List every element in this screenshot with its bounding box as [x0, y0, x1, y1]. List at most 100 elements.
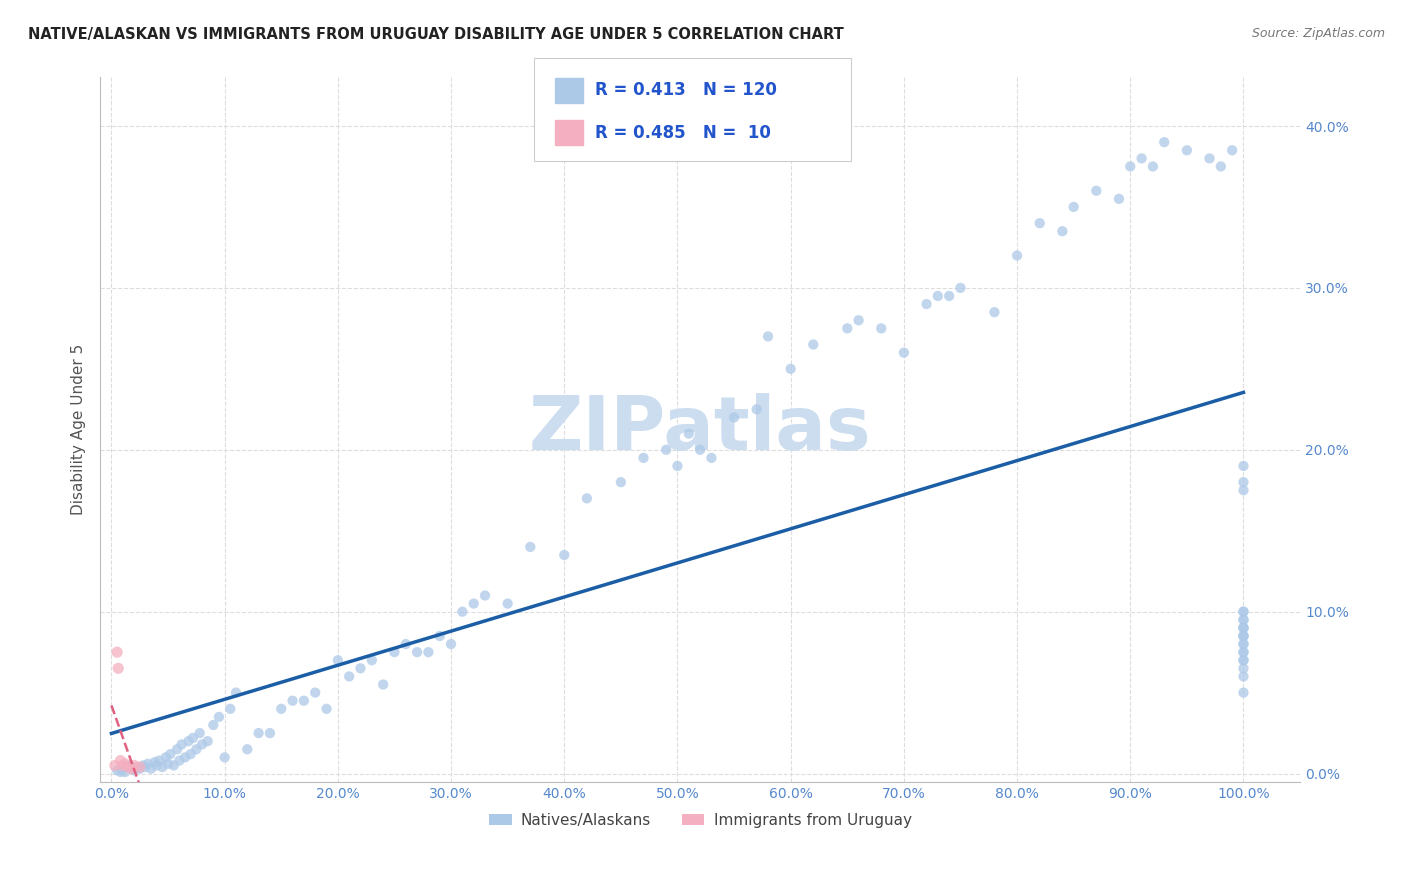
Point: [225, 685, 247, 699]
Point: [1232, 629, 1254, 643]
Point: [159, 747, 181, 761]
Point: [1232, 483, 1254, 498]
Point: [121, 762, 143, 776]
Point: [304, 685, 326, 699]
Point: [114, 764, 136, 779]
Point: [219, 702, 242, 716]
Point: [496, 597, 519, 611]
Point: [1232, 475, 1254, 490]
Point: [1063, 200, 1085, 214]
Point: [519, 540, 541, 554]
Point: [1232, 458, 1254, 473]
Point: [1052, 224, 1074, 238]
Point: [122, 764, 145, 778]
Point: [1085, 184, 1108, 198]
Point: [114, 756, 136, 771]
Point: [163, 758, 186, 772]
Point: [134, 760, 156, 774]
Point: [1220, 143, 1243, 157]
Point: [177, 734, 200, 748]
Point: [105, 764, 128, 778]
Point: [689, 442, 711, 457]
Point: [132, 758, 155, 772]
Point: [893, 345, 915, 359]
Point: [174, 750, 197, 764]
Point: [384, 645, 406, 659]
Point: [326, 653, 349, 667]
Point: [259, 726, 281, 740]
Point: [1028, 216, 1050, 230]
Point: [180, 747, 202, 761]
Point: [110, 754, 132, 768]
Point: [700, 450, 723, 465]
Point: [1005, 248, 1028, 262]
Point: [1209, 160, 1232, 174]
Point: [440, 637, 463, 651]
Point: [143, 756, 166, 770]
Point: [418, 645, 440, 659]
Point: [779, 361, 801, 376]
Point: [633, 450, 655, 465]
Point: [837, 321, 859, 335]
Point: [927, 289, 949, 303]
Point: [349, 661, 371, 675]
Point: [1232, 605, 1254, 619]
Point: [188, 726, 211, 740]
Legend: Natives/Alaskans, Immigrants from Uruguay: Natives/Alaskans, Immigrants from Urugua…: [482, 806, 918, 834]
Point: [170, 738, 193, 752]
Point: [202, 718, 225, 732]
Point: [145, 758, 167, 772]
Point: [281, 694, 304, 708]
Text: NATIVE/ALASKAN VS IMMIGRANTS FROM URUGUAY DISABILITY AGE UNDER 5 CORRELATION CHA: NATIVE/ALASKAN VS IMMIGRANTS FROM URUGUA…: [28, 27, 844, 42]
Point: [117, 760, 139, 774]
Point: [111, 758, 134, 772]
Point: [463, 597, 485, 611]
Point: [1232, 645, 1254, 659]
Point: [191, 738, 214, 752]
Point: [315, 702, 337, 716]
Point: [848, 313, 870, 327]
Point: [983, 305, 1005, 319]
Point: [270, 702, 292, 716]
Point: [915, 297, 938, 311]
Point: [1232, 629, 1254, 643]
Text: R = 0.413   N = 120: R = 0.413 N = 120: [595, 81, 776, 99]
Point: [801, 337, 824, 351]
Point: [1232, 637, 1254, 651]
Point: [128, 760, 150, 774]
Point: [1232, 613, 1254, 627]
Point: [1232, 621, 1254, 635]
Point: [429, 629, 451, 643]
Point: [373, 677, 395, 691]
Point: [104, 758, 127, 772]
Point: [1232, 669, 1254, 683]
Point: [406, 645, 429, 659]
Point: [1119, 160, 1142, 174]
Point: [186, 742, 208, 756]
Point: [1232, 653, 1254, 667]
Point: [128, 762, 150, 776]
Point: [756, 329, 779, 343]
Point: [1198, 152, 1220, 166]
Point: [292, 694, 315, 708]
Point: [610, 475, 633, 490]
Point: [110, 764, 132, 779]
Point: [157, 756, 180, 771]
Point: [150, 760, 173, 774]
Point: [1232, 613, 1254, 627]
Point: [121, 762, 143, 776]
Point: [181, 731, 204, 745]
Text: Source: ZipAtlas.com: Source: ZipAtlas.com: [1251, 27, 1385, 40]
Point: [1142, 160, 1164, 174]
Y-axis label: Disability Age Under 5: Disability Age Under 5: [72, 344, 86, 516]
Point: [395, 637, 418, 651]
Point: [1232, 645, 1254, 659]
Point: [655, 442, 678, 457]
Point: [197, 734, 219, 748]
Point: [553, 548, 575, 562]
Point: [1232, 621, 1254, 635]
Point: [111, 762, 134, 776]
Point: [949, 281, 972, 295]
Point: [155, 750, 177, 764]
Point: [723, 410, 745, 425]
